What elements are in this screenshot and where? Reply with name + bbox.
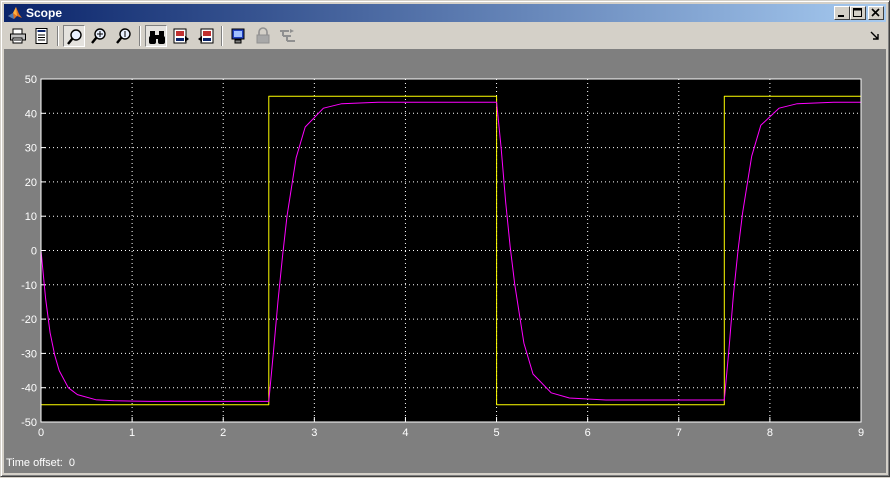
y-tick-label: -40 [21,383,37,395]
y-tick-label: 40 [25,108,37,120]
floating-scope-button[interactable] [227,25,249,47]
toolbar-separator [57,26,59,46]
zoom-y-icon [116,28,131,44]
plot-area: 0 1 2 3 4 5 6 7 8 9 -50 -40 -30 -20 -10 0 10 20 30 40 50 [4,50,886,473]
series-line-response [40,101,861,402]
autoscale-binoculars-icon [149,31,165,44]
matlab-logo-icon [8,7,22,19]
parameters-button[interactable] [31,25,53,47]
x-tick-label: 1 [129,427,135,439]
zoom-button[interactable] [63,25,85,47]
lock-axes-button [252,25,274,47]
toolbar-separator [221,26,223,46]
signal-selection-button [277,25,299,47]
y-tick-label: 0 [31,246,37,258]
title-buttons [834,6,884,20]
print-icon [10,28,26,44]
x-tick-label: 7 [676,427,682,439]
toolbar [4,23,886,50]
y-tick-label: -30 [21,348,37,360]
time-offset: Time offset: 0 [6,457,75,469]
x-tick-label: 5 [493,427,499,439]
x-tick-label: 9 [858,427,864,439]
y-tick-label: -50 [21,417,37,429]
print-button[interactable] [7,25,29,47]
restore-axes-button[interactable] [195,25,217,47]
zoom-x-icon [91,28,106,44]
restore-axes-icon [198,28,214,44]
save-axes-button[interactable] [170,25,192,47]
axes-frame [40,78,862,423]
scope-chart[interactable]: 0 1 2 3 4 5 6 7 8 9 -50 -40 -30 -20 -10 0 10 20 30 40 50 [4,50,886,473]
minimize-button[interactable] [834,6,850,20]
zoom-x-button[interactable] [88,25,110,47]
x-tick-label: 6 [585,427,591,439]
y-tick-label: 30 [25,143,37,155]
series-group [40,95,861,406]
maximize-icon [853,8,862,17]
title-bar[interactable]: Scope [4,4,886,22]
zoom-icon [67,29,82,45]
floating-scope-icon [231,28,245,44]
lock-icon [256,27,270,44]
close-icon [871,8,880,17]
y-tick-label: 10 [25,211,37,223]
x-tick-label: 4 [402,427,408,439]
y-tick-label: -10 [21,280,37,292]
signal-selection-icon [280,29,295,42]
save-axes-icon [173,28,189,44]
close-button[interactable] [868,6,884,20]
time-offset-label: Time offset: [6,457,63,469]
y-tick-label: -20 [21,314,37,326]
x-tick-label: 3 [311,427,317,439]
grid-lines [41,79,861,422]
autoscale-button[interactable] [145,25,167,47]
y-tick-label: 50 [25,74,37,86]
x-tick-label: 2 [220,427,226,439]
maximize-button[interactable] [850,6,866,20]
minimize-icon [838,15,844,17]
window-title: Scope [26,6,63,20]
x-tick-label: 8 [767,427,773,439]
y-tick-label: 20 [25,177,37,189]
series-line-square-wave [41,95,861,406]
dock-arrow-icon[interactable] [870,31,880,41]
zoom-y-button[interactable] [113,25,135,47]
toolbar-separator [139,26,141,46]
x-tick-label: 0 [38,427,44,439]
axis-ticks: 0 1 2 3 4 5 6 7 8 9 -50 -40 -30 -20 -10 0 10 20 30 40 50 [21,74,864,439]
parameters-icon [35,28,48,44]
time-offset-value: 0 [68,457,75,469]
